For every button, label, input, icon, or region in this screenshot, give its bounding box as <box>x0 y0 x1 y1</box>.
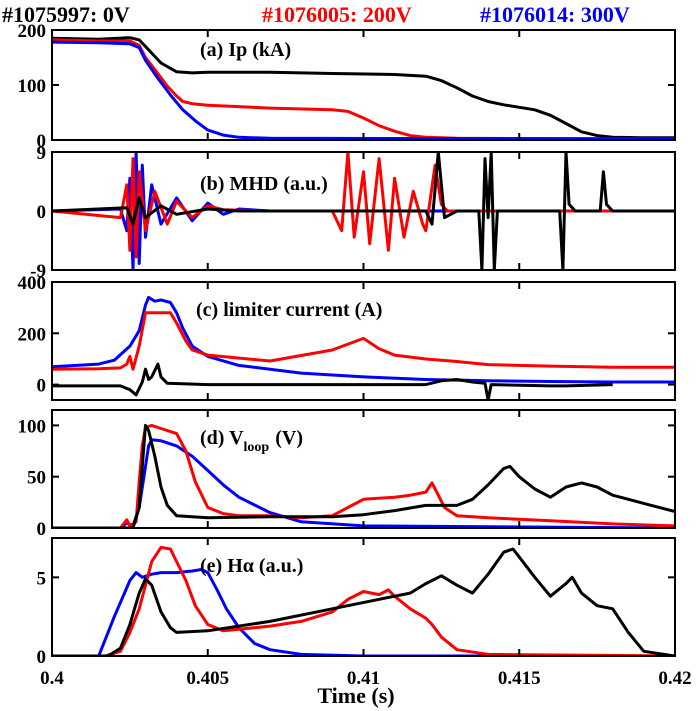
x-tick-label: 0.4 <box>40 668 64 689</box>
legend-entry-300v: #1076014: 300V <box>480 2 630 27</box>
panel-1: 0 100 200 (a) Ip (kA) <box>18 21 676 152</box>
panel-2: -9 0 9 (b) MHD (a.u.) <box>30 143 676 282</box>
legend: #1075997: 0V #1076005: 200V #1076014: 30… <box>2 2 630 27</box>
panel-title: (d) Vloop (V) <box>200 427 303 455</box>
y-tick-label: 200 <box>18 21 47 42</box>
series-line-0v <box>52 36 675 140</box>
y-tick-label: 200 <box>18 324 47 345</box>
y-tick-label: 0 <box>37 647 47 668</box>
series-line-200v <box>52 152 675 259</box>
series-line-0v <box>52 547 675 656</box>
y-tick-label: 5 <box>37 568 47 589</box>
series-line-0v <box>52 423 675 528</box>
series-line-200v <box>52 545 675 656</box>
y-tick-label: 9 <box>37 143 47 164</box>
series-line-300v <box>52 152 675 270</box>
x-tick-label: 0.415 <box>498 668 541 689</box>
x-axis-label: Time (s) <box>317 683 394 708</box>
series-line-0v <box>52 362 613 400</box>
series-group <box>52 295 675 400</box>
series-group <box>52 423 675 528</box>
series-line-200v <box>52 311 675 371</box>
series-group <box>52 152 675 270</box>
legend-entry-0v: #1075997: 0V <box>2 2 130 27</box>
y-tick-label: 0 <box>37 519 47 540</box>
series-group <box>52 36 675 140</box>
y-tick-label: 100 <box>18 416 47 437</box>
panel-title: (e) Hα (a.u.) <box>200 555 303 577</box>
y-tick-label: 0 <box>37 202 47 223</box>
series-line-200v <box>52 38 675 140</box>
series-line-300v <box>52 568 675 656</box>
panel-frame <box>51 537 676 657</box>
panel-title: (a) Ip (kA) <box>200 39 291 61</box>
panel-title: (b) MHD (a.u.) <box>200 173 328 195</box>
x-tick-label: 0.41 <box>347 668 380 689</box>
panel-title: (c) limiter current (A) <box>196 299 382 321</box>
series-group <box>52 545 675 656</box>
panel-3: 0 200 400 (c) limiter current (A) <box>18 273 676 401</box>
y-tick-label: 50 <box>27 468 46 489</box>
series-line-300v <box>52 40 675 140</box>
y-tick-label: -9 <box>30 261 46 282</box>
panel-4: 0 50 100 (d) Vloop (V) <box>18 409 676 540</box>
y-tick-label: 0 <box>37 376 47 397</box>
series-line-0v <box>52 152 675 270</box>
panel-5: 0 5 (e) Hα (a.u.) <box>37 537 676 668</box>
y-tick-label: 100 <box>18 76 47 97</box>
y-tick-label: 400 <box>18 273 47 294</box>
legend-entry-200v: #1076005: 200V <box>262 2 412 27</box>
y-tick-label: 0 <box>37 131 47 152</box>
x-axis: 0.4 0.405 0.41 0.415 0.42 <box>40 668 692 689</box>
x-tick-label: 0.42 <box>658 668 691 689</box>
x-tick-label: 0.405 <box>186 668 229 689</box>
